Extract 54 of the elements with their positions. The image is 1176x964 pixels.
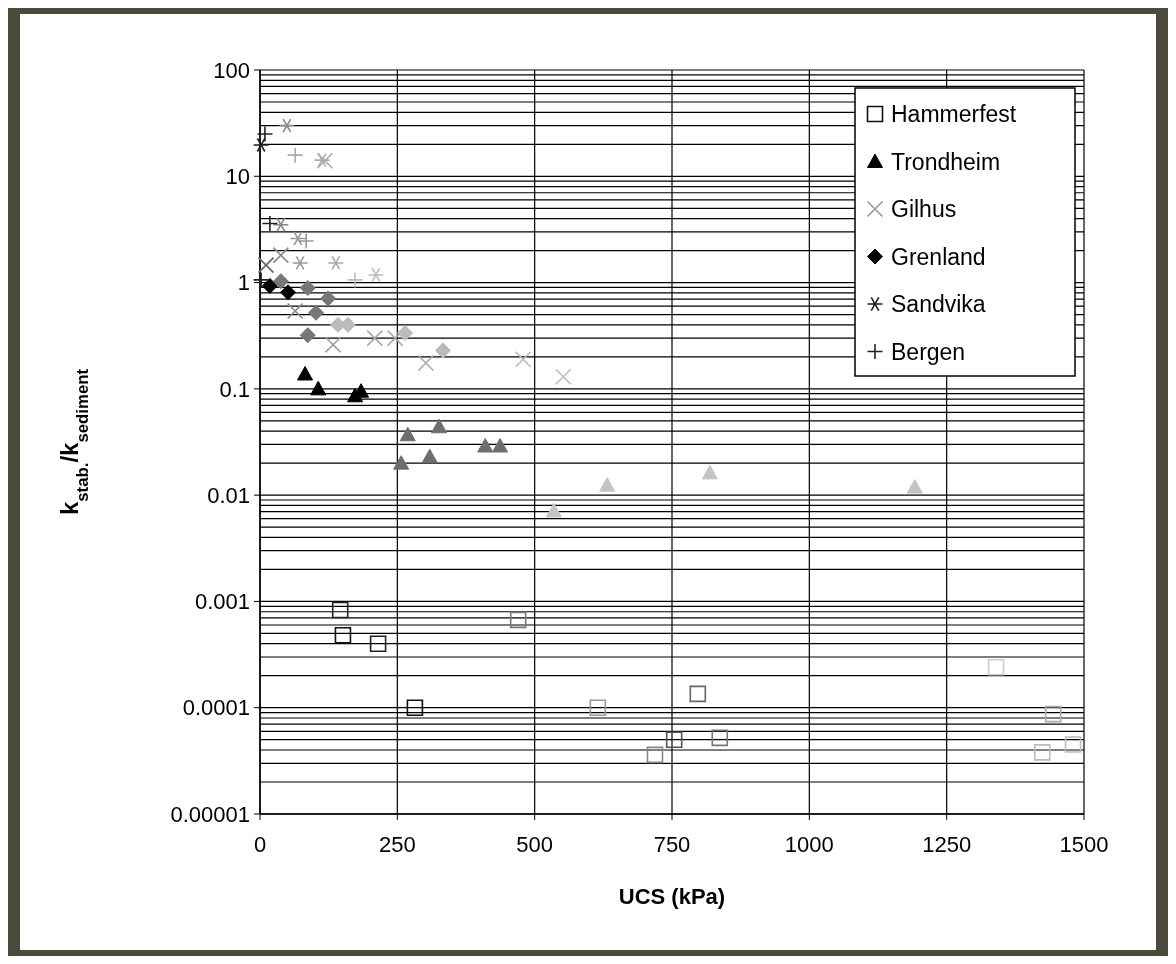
point xyxy=(366,329,384,347)
point xyxy=(701,464,718,480)
point xyxy=(308,304,325,321)
point xyxy=(421,448,438,464)
point xyxy=(987,659,1005,676)
point xyxy=(689,685,707,703)
point xyxy=(291,255,309,271)
y-tick-label: 1 xyxy=(237,270,250,296)
point xyxy=(261,277,278,294)
point xyxy=(299,327,316,344)
legend-label: Hammerfest xyxy=(891,101,1017,128)
y-tick-label: 0.01 xyxy=(207,482,250,508)
point xyxy=(393,455,410,470)
point xyxy=(406,699,424,717)
point xyxy=(272,273,289,290)
point xyxy=(310,380,327,396)
point xyxy=(257,256,275,274)
point xyxy=(1033,744,1051,761)
y-tick-label: 100 xyxy=(213,57,250,83)
x-tick-label: 500 xyxy=(516,832,554,857)
point xyxy=(272,217,290,233)
x-tick-label: 750 xyxy=(653,832,691,857)
y-tick-label: 0.00001 xyxy=(170,801,250,827)
x-tick-label: 250 xyxy=(378,832,416,857)
point xyxy=(278,118,296,133)
point xyxy=(289,231,307,246)
point xyxy=(299,279,316,296)
legend-label: Sandvika xyxy=(891,291,986,318)
legend-label: Gilhus xyxy=(891,196,957,223)
point xyxy=(492,438,509,453)
y-tick-label: 0.0001 xyxy=(182,695,250,721)
legend-label: Grenland xyxy=(891,243,986,270)
x-tick-label: 0 xyxy=(253,832,267,857)
point xyxy=(320,290,337,307)
point xyxy=(906,479,923,494)
legend-label: Trondheim xyxy=(891,148,1001,175)
x-axis-title: UCS (kPa) xyxy=(618,884,726,909)
point xyxy=(545,502,562,518)
y-tick-label: 0.001 xyxy=(194,589,250,615)
point xyxy=(1064,736,1082,753)
point xyxy=(431,418,448,434)
x-tick-label: 1250 xyxy=(922,832,972,857)
point xyxy=(334,627,352,644)
point xyxy=(399,426,416,442)
point xyxy=(599,477,616,492)
point xyxy=(297,365,314,381)
legend-label: Bergen xyxy=(891,338,966,365)
point xyxy=(665,731,683,749)
y-tick-label: 0.1 xyxy=(219,376,250,402)
point xyxy=(477,438,494,453)
x-tick-label: 1000 xyxy=(784,832,834,857)
x-tick-label: 1500 xyxy=(1059,832,1109,857)
y-tick-label: 10 xyxy=(225,163,250,189)
point xyxy=(280,284,297,301)
